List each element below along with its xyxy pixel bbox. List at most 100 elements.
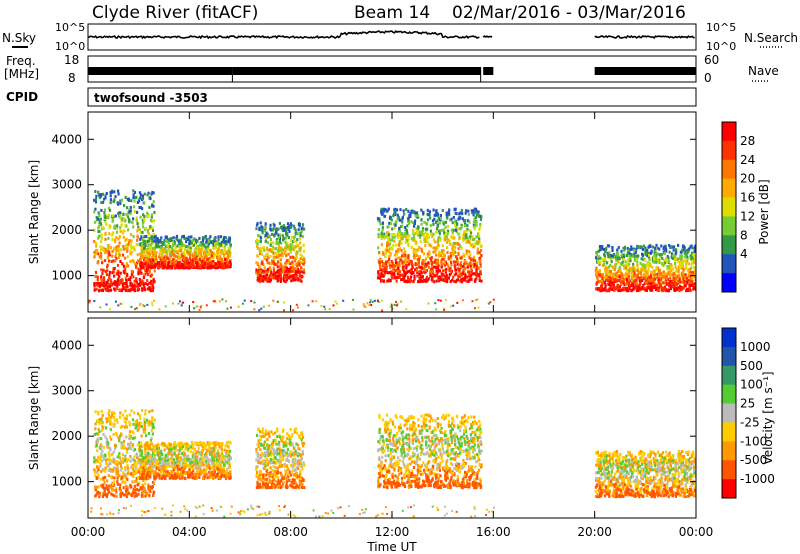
- scatter-cell: [142, 250, 145, 254]
- scatter-cell: [290, 238, 293, 242]
- scatter-cell: [98, 193, 101, 197]
- scatter-cell: [255, 268, 258, 272]
- scatter-cell: [417, 257, 421, 261]
- scatter-cell: [149, 236, 152, 240]
- scatter-cell: [116, 279, 119, 283]
- scatter-cell: [686, 259, 689, 263]
- scatter-cell: [93, 250, 96, 254]
- scatter-cell: [135, 284, 138, 288]
- scatter-cell: [387, 238, 390, 242]
- scatter-cell: [299, 273, 302, 277]
- scatter-cell: [93, 210, 96, 214]
- scatter-cell: [111, 219, 114, 223]
- scatter-cell: [188, 266, 191, 270]
- scatter-cell: [472, 213, 475, 217]
- scatter-cell: [141, 424, 144, 428]
- scatter-cell: [452, 275, 455, 279]
- scatter-cell: [129, 444, 132, 448]
- scatter-cell: [400, 237, 403, 241]
- scatter-cell: [96, 419, 99, 423]
- scatter-cell: [651, 281, 654, 285]
- scatter-cell: [407, 238, 410, 242]
- scatter-cell: [606, 275, 610, 279]
- scatter-cell: [394, 258, 397, 262]
- scatter-cell: [290, 262, 293, 266]
- scatter-cell: [138, 252, 142, 256]
- scatter-cell: [627, 274, 630, 278]
- scatter-cell: [112, 422, 115, 426]
- scatter-cell: [425, 235, 429, 239]
- scatter-cell: [97, 437, 100, 441]
- scatter-cell: [273, 258, 276, 262]
- scatter-cell: [689, 270, 692, 274]
- scatter-cell: [428, 252, 431, 256]
- scatter-cell: [456, 262, 459, 266]
- scatter-cell: [262, 271, 265, 275]
- scatter-cell: [117, 474, 120, 478]
- scatter-cell: [293, 239, 296, 243]
- scatter-cell: [449, 305, 452, 308]
- scatter-cell: [124, 239, 127, 243]
- scatter-cell: [111, 254, 114, 258]
- scatter-cell: [595, 269, 598, 273]
- scatter-cell: [471, 263, 474, 267]
- scatter-cell: [164, 305, 167, 308]
- scatter-cell: [685, 253, 688, 257]
- scatter-cell: [121, 413, 124, 417]
- colorbar-level: 20: [740, 172, 755, 186]
- scatter-cell: [262, 305, 265, 308]
- scatter-cell: [390, 222, 393, 226]
- scatter-cell: [447, 229, 450, 233]
- scatter-cell: [660, 279, 663, 283]
- scatter-cell: [416, 270, 419, 274]
- scatter-cell: [670, 284, 673, 288]
- scatter-cell: [382, 269, 385, 273]
- scatter-cell: [93, 288, 97, 292]
- scatter-cell: [292, 244, 295, 248]
- scatter-cell: [432, 238, 435, 242]
- scatter-cell: [295, 253, 298, 257]
- scatter-cell: [152, 281, 155, 285]
- scatter-cell: [437, 261, 440, 265]
- scatter-cell: [295, 267, 298, 270]
- scatter-cell: [105, 443, 108, 447]
- scatter-cell: [382, 207, 385, 211]
- scatter-cell: [627, 260, 630, 264]
- scatter-cell: [95, 244, 98, 248]
- scatter-cell: [121, 282, 124, 286]
- scatter-cell: [257, 268, 261, 272]
- scatter-cell: [654, 250, 657, 253]
- scatter-cell: [213, 300, 216, 302]
- scatter-cell: [600, 279, 603, 283]
- scatter-cell: [145, 418, 148, 422]
- scatter-cell: [110, 280, 113, 284]
- scatter-cell: [380, 210, 383, 213]
- scatter-cell: [451, 251, 454, 255]
- scatter-cell: [103, 490, 106, 494]
- scatter-cell: [284, 280, 287, 284]
- scatter-cell: [287, 247, 290, 251]
- scatter-cell: [668, 267, 671, 271]
- scatter-cell: [221, 264, 224, 268]
- scatter-cell: [468, 229, 471, 233]
- scatter-cell: [272, 276, 276, 280]
- scatter-cell: [639, 245, 642, 249]
- scatter-cell: [132, 245, 135, 249]
- scatter-cell: [149, 490, 152, 493]
- scatter-cell: [610, 283, 613, 287]
- scatter-cell: [629, 256, 632, 260]
- scatter-cell: [446, 241, 449, 244]
- scatter-cell: [145, 250, 148, 254]
- scatter-cell: [398, 247, 402, 251]
- scatter-cell: [463, 230, 466, 234]
- scatter-cell: [195, 251, 198, 255]
- scatter-cell: [627, 258, 631, 261]
- scatter-cell: [196, 253, 199, 257]
- scatter-cell: [425, 262, 428, 266]
- scatter-cell: [102, 468, 105, 471]
- scatter-cell: [116, 202, 120, 206]
- scatter-cell: [441, 269, 445, 273]
- scatter-cell: [216, 242, 219, 246]
- scatter-cell: [151, 423, 154, 427]
- scatter-cell: [182, 243, 185, 247]
